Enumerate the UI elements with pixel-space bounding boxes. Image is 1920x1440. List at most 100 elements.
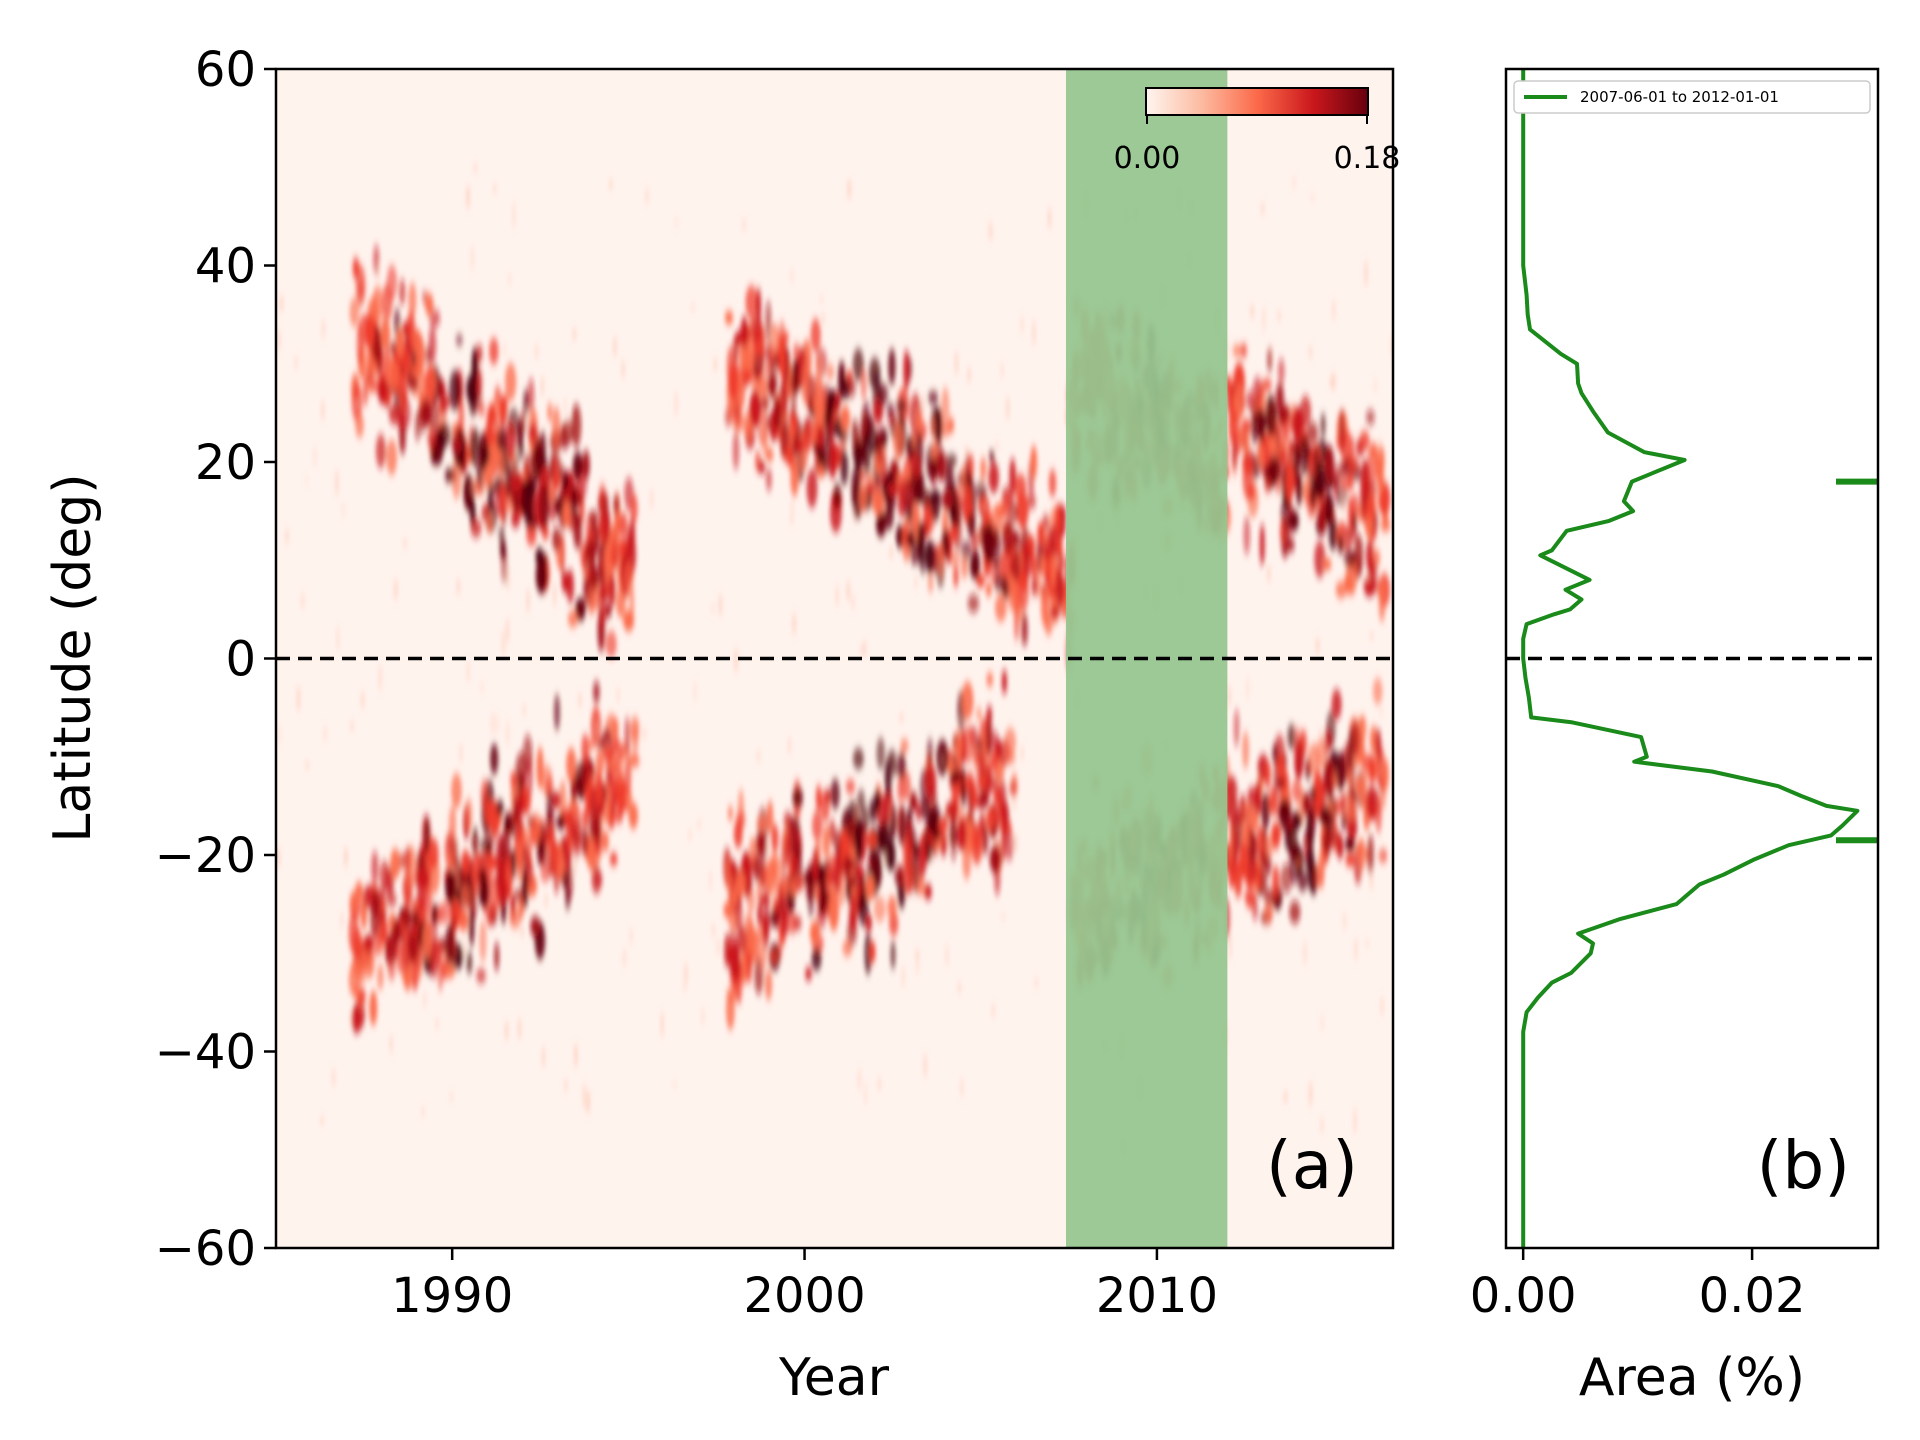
heatmap-cell <box>355 397 359 407</box>
heatmap-cell <box>1366 785 1377 820</box>
heatmap-cell <box>921 393 925 418</box>
heatmap-cell <box>730 341 734 355</box>
heatmap-cell <box>762 912 770 941</box>
heatmap-cell <box>766 841 770 854</box>
heatmap-cell <box>1370 867 1373 892</box>
heatmap-cell <box>826 390 834 423</box>
heatmap-cell <box>851 418 858 440</box>
colorbar: 0.00 0.18 <box>1114 87 1400 176</box>
heatmap-cell <box>589 787 599 821</box>
heatmap-cell <box>963 819 975 855</box>
heatmap-cell <box>762 373 768 417</box>
heatmap-cell <box>861 409 868 438</box>
heatmap-cell <box>422 920 432 961</box>
heatmap-cell <box>765 467 772 492</box>
heatmap-cell <box>838 873 846 907</box>
heatmap-cell <box>420 399 432 427</box>
heatmap-cell <box>924 764 937 799</box>
heatmap-cell <box>1018 567 1029 611</box>
heatmap-cell <box>746 948 752 985</box>
heatmap-cell <box>480 681 484 693</box>
heatmap-cell <box>1023 541 1032 579</box>
heatmap-cell <box>526 407 530 429</box>
heatmap-cell <box>390 848 401 880</box>
heatmap-cell <box>505 462 511 499</box>
heatmap-cell <box>1030 445 1038 480</box>
heatmap-cell <box>734 331 744 345</box>
heatmap-cell <box>1021 612 1028 647</box>
heatmap-cell <box>732 411 745 433</box>
heatmap-cell <box>1233 708 1240 748</box>
heatmap-cell <box>1048 469 1057 498</box>
heatmap-cell <box>523 453 533 477</box>
heatmap-cell <box>1279 798 1292 833</box>
heatmap-cell <box>455 835 459 858</box>
heatmap-cell <box>871 489 884 516</box>
heatmap-cell <box>1272 743 1279 764</box>
heatmap-cell <box>976 706 982 721</box>
heatmap-cell <box>782 878 789 895</box>
heatmap-cell <box>562 500 570 527</box>
heatmap-cell <box>909 791 918 812</box>
heatmap-cell <box>276 846 280 868</box>
heatmap-cell <box>1242 458 1253 500</box>
heatmap-cell <box>380 318 391 349</box>
heatmap-cell <box>1317 506 1326 533</box>
heatmap-cell <box>917 521 924 565</box>
heatmap-cell <box>924 884 932 900</box>
heatmap-cell <box>1228 407 1240 444</box>
heatmap-cell <box>741 369 753 383</box>
heatmap-cell <box>835 584 839 608</box>
heatmap-cell <box>582 1082 586 1110</box>
heatmap-cell <box>437 904 444 925</box>
heatmap-cell <box>624 758 632 795</box>
heatmap-cell <box>945 943 949 968</box>
heatmap-cell <box>279 294 283 313</box>
heatmap-cell <box>379 860 390 891</box>
heatmap-cell <box>506 617 510 644</box>
x-axis-ticks: 1990 2000 2010 <box>391 1248 1218 1324</box>
heatmap-cell <box>725 990 735 1031</box>
heatmap-cell <box>855 443 862 486</box>
heatmap-cell <box>874 789 881 812</box>
heatmap-cell <box>727 805 734 822</box>
heatmap-cell <box>806 468 818 508</box>
heatmap-cell <box>596 772 603 806</box>
heatmap-cell <box>1320 1012 1324 1033</box>
heatmap-cell <box>1001 912 1005 921</box>
legend: 2007-06-01 to 2012-01-01 <box>1513 80 1871 114</box>
heatmap-cell <box>498 525 505 544</box>
heatmap-cell <box>728 362 739 401</box>
heatmap-cell <box>854 865 865 880</box>
heatmap-cell <box>1292 833 1296 844</box>
heatmap-cell <box>1264 888 1275 906</box>
heatmap-cell <box>530 812 542 844</box>
heatmap-cell <box>1001 669 1008 695</box>
heatmap-cell <box>960 1077 964 1098</box>
heatmap-cell <box>1324 791 1328 809</box>
heatmap-cell <box>496 856 506 897</box>
heatmap-cell <box>989 845 1001 874</box>
heatmap-cell <box>1381 758 1389 791</box>
heatmap-cell <box>402 968 410 987</box>
heatmap-cell <box>593 680 600 704</box>
x-tick-label: 2000 <box>743 1268 865 1324</box>
heatmap-cell <box>820 294 824 304</box>
heatmap-cell <box>474 163 477 173</box>
heatmap-cell <box>1377 577 1387 603</box>
heatmap-cell <box>1343 912 1346 931</box>
heatmap-cell <box>536 746 544 790</box>
heatmap-cell <box>1340 476 1351 491</box>
heatmap-cell <box>757 461 766 474</box>
heatmap-cell <box>1367 834 1374 875</box>
panel-b-frame <box>1504 67 1880 1250</box>
heatmap-cell <box>1259 414 1266 442</box>
heatmap-cell <box>963 776 975 790</box>
heatmap-cell <box>578 758 581 775</box>
y-axis-title: Latitude (deg) <box>43 473 103 842</box>
heatmap-cell <box>525 479 537 495</box>
heatmap-cell <box>1009 458 1016 495</box>
heatmap-cell <box>386 264 398 301</box>
heatmap-cell <box>396 942 405 973</box>
heatmap-cell <box>1279 479 1283 498</box>
